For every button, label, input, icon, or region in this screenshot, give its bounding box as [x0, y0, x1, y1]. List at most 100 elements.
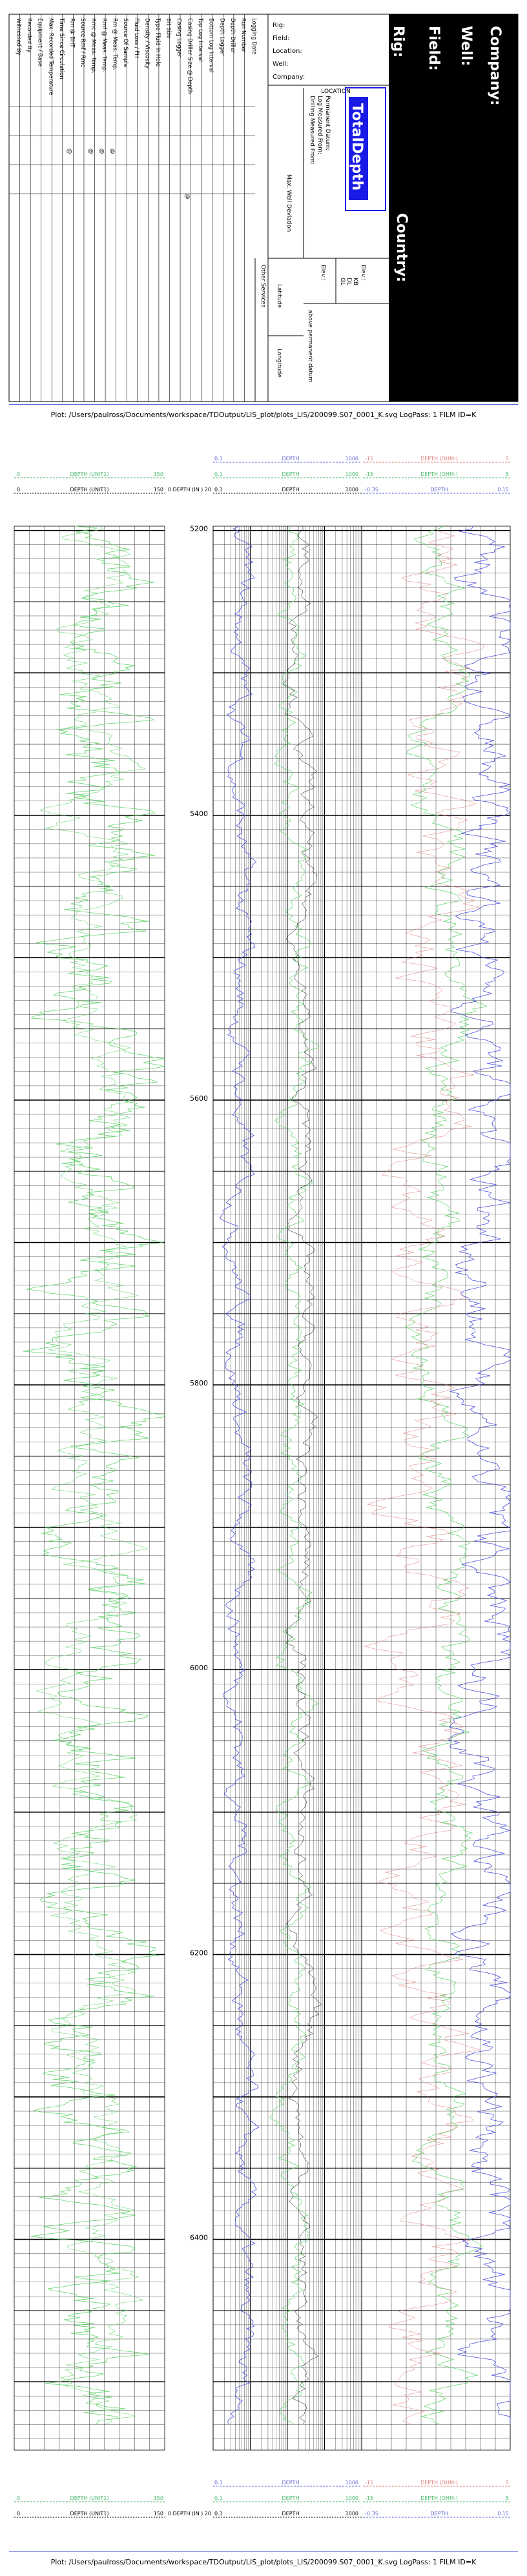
scale-max: 1000 — [346, 487, 358, 493]
at-marker: @ — [87, 148, 94, 154]
curve-right-red — [364, 526, 485, 2425]
logging-row-label: Witnessed By — [16, 18, 22, 56]
depth-label-bg — [187, 1948, 211, 1958]
at-marker: @ — [66, 148, 72, 154]
logging-row-label: Top Log Interval — [197, 17, 203, 61]
scale-label: DEPTH (OHM-) — [420, 2480, 458, 2486]
scale-label-center: 0 DEPTH (IN ) 20 — [168, 487, 211, 493]
curve-right-blue — [448, 526, 512, 2424]
scale-min: 0.1 — [214, 2480, 223, 2486]
scale-max: 150 — [154, 2511, 163, 2517]
scale-min: 0 — [17, 2495, 20, 2501]
bottom-separator — [9, 2551, 518, 2552]
depth-label-bg — [187, 1094, 211, 1103]
datum-log-measured: Log Measured From: — [316, 96, 323, 154]
info-rig: Rig: — [273, 22, 285, 29]
curve-resistivity-3 — [282, 526, 322, 2425]
plot-title-bottom: Plot: /Users/paulross/Documents/workspac… — [50, 2558, 477, 2566]
scale-min: -15 — [365, 2495, 373, 2501]
scale-label: DEPTH — [282, 487, 300, 493]
scale-label-center: 0 DEPTH (IN ) 20 — [168, 2511, 211, 2517]
scale-label: DEPTH (UNIT1) — [70, 2511, 109, 2517]
scale-min: 0.1 — [214, 487, 223, 493]
logging-row-label: Depth Driller — [229, 18, 236, 54]
label-rig: Rig: — [390, 26, 406, 57]
scale-min: -15 — [365, 2480, 373, 2486]
other-services: Other Services — [260, 265, 266, 308]
logging-table: Logging Date Run Number Depth Driller Depth… — [8, 14, 257, 402]
logging-row-label: Source Rmf / Rmc — [79, 18, 86, 68]
scale-label: DEPTH — [282, 2495, 300, 2501]
scale-label: DEPTH (OHM-) — [420, 471, 458, 477]
scale-label: DEPTH (UNIT1) — [70, 2495, 109, 2501]
scale-min: 0 — [17, 471, 20, 477]
logging-row-label: Rmf @ Meas. Temp. — [101, 18, 107, 72]
scale-max: 5 — [506, 456, 509, 462]
logging-row-label: Rm @ BHT — [68, 18, 75, 48]
curve-right-green — [404, 526, 488, 2425]
info-location: Location: — [273, 48, 302, 55]
scale-min: 0.1 — [214, 456, 223, 462]
scale-min: -0.35 — [365, 2511, 378, 2517]
elev-kb: KB — [352, 278, 358, 285]
scale-max: 150 — [154, 2495, 163, 2501]
scale-min: 0.1 — [214, 471, 223, 477]
scale-max: 1000 — [346, 2480, 358, 2486]
depth-label: 5200 — [190, 525, 208, 533]
datum-drilling-measured: Drilling Measured From: — [309, 96, 315, 165]
scale-min: 0.1 — [214, 2511, 223, 2517]
logging-row-label: Run Number — [240, 18, 246, 53]
elev-label-1: Elev.: — [360, 265, 366, 280]
scale-min: 0 — [17, 487, 20, 493]
top-separator — [9, 404, 518, 405]
scale-label: DEPTH (OHM-) — [420, 456, 458, 462]
depth-label-bg — [187, 1664, 211, 1673]
location-box — [345, 87, 386, 211]
max-well-deviation: Max. Well Deviation — [285, 174, 292, 232]
scale-max: 0.15 — [497, 487, 509, 493]
scale-max: 1000 — [346, 471, 358, 477]
label-country: Country: — [393, 213, 409, 282]
scale-min: 0 — [17, 2511, 20, 2517]
scale-max: 150 — [154, 487, 163, 493]
scale-min: -15 — [365, 456, 373, 462]
elev-gl: GL — [339, 278, 346, 285]
logging-row-label: Rmc @ Meas. Temp. — [90, 18, 97, 74]
scale-label: DEPTH — [431, 487, 448, 493]
logging-row-label: Bottom Log Interval — [208, 18, 214, 72]
logging-row-label: Rm @ Meas. Temp. — [112, 18, 118, 70]
logging-row-label: Fluid Loss / PH — [133, 18, 140, 58]
depth-label: 5800 — [190, 1379, 208, 1387]
scale-max: 5 — [506, 2495, 509, 2501]
logging-row-label: Casing Logger — [176, 18, 182, 57]
info-field: Field: — [273, 35, 289, 42]
plot-title-top: Plot: /Users/paulross/Documents/workspac… — [50, 411, 477, 419]
brand-text: TotalDepth — [349, 103, 365, 190]
header-title-panel — [389, 14, 518, 402]
logging-row-label: Casing Driller Size @ Depth — [187, 18, 193, 94]
label-field: Field: — [426, 26, 442, 71]
scale-label: DEPTH (UNIT1) — [70, 487, 109, 493]
logging-row-label: Equipment / Base — [37, 18, 43, 66]
longitude-label: Longitude — [276, 349, 282, 378]
depth-label: 6000 — [190, 1664, 208, 1672]
scale-label: DEPTH — [431, 2511, 448, 2517]
scale-min: 0.1 — [214, 2495, 223, 2501]
datum-permanent: Permanent Datum: — [324, 96, 331, 150]
scale-max: 1000 — [346, 2495, 358, 2501]
depth-label: 6200 — [190, 1948, 208, 1957]
depth-label-bg — [187, 2233, 211, 2242]
logging-row-label: Max. Recorded Temperature — [47, 18, 54, 96]
logging-row-label: Type Fluid In Hole — [154, 17, 161, 66]
scale-label: DEPTH — [282, 471, 300, 477]
at-marker: @ — [108, 148, 115, 154]
scale-label: DEPTH — [282, 2511, 300, 2517]
logging-row-label: Density / Viscosity — [143, 18, 150, 68]
scale-min: -15 — [365, 471, 373, 477]
curve-resistivity-2 — [269, 526, 320, 2425]
depth-label-bg — [187, 1379, 211, 1388]
location-title: LOCATION — [321, 88, 351, 95]
scale-max: 1000 — [346, 456, 358, 462]
scale-min: -0.35 — [365, 487, 378, 493]
scale-max: 1000 — [346, 2511, 358, 2517]
